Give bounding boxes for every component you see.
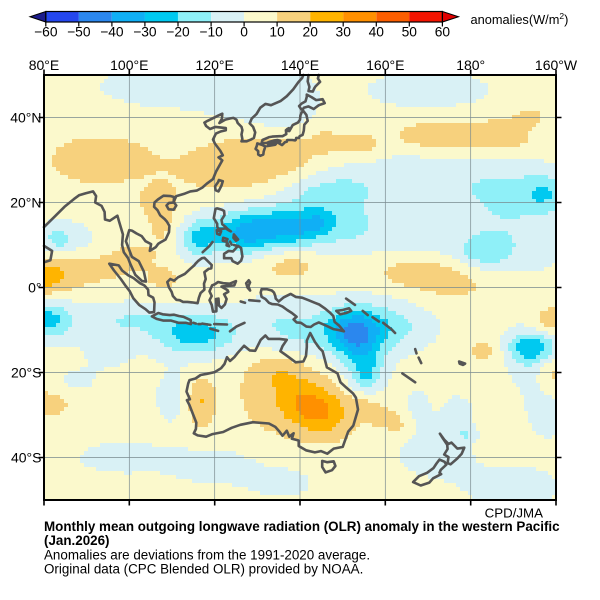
svg-text:100°E: 100°E <box>110 57 148 73</box>
svg-text:(Jan.2026): (Jan.2026) <box>44 533 110 548</box>
svg-text:10: 10 <box>269 25 285 40</box>
svg-text:40°N: 40°N <box>10 110 41 126</box>
svg-text:−10: −10 <box>199 25 223 40</box>
svg-text:40: 40 <box>369 25 385 40</box>
svg-text:160°E: 160°E <box>366 57 404 73</box>
svg-text:160°W: 160°W <box>535 57 578 73</box>
svg-text:−30: −30 <box>133 25 157 40</box>
svg-text:20°S: 20°S <box>11 365 42 381</box>
svg-text:20°N: 20°N <box>10 195 41 211</box>
svg-text:Monthly mean outgoing longwave: Monthly mean outgoing longwave radiation… <box>44 519 560 534</box>
svg-text:−20: −20 <box>166 25 190 40</box>
svg-text:−50: −50 <box>67 25 91 40</box>
svg-text:60: 60 <box>435 25 451 40</box>
svg-text:30: 30 <box>336 25 352 40</box>
svg-text:120°E: 120°E <box>196 57 234 73</box>
svg-text:80°E: 80°E <box>29 57 60 73</box>
svg-text:20: 20 <box>303 25 319 40</box>
svg-text:−60: −60 <box>34 25 58 40</box>
svg-text:CPD/JMA: CPD/JMA <box>485 506 543 521</box>
svg-text:0°: 0° <box>28 280 41 296</box>
svg-text:50: 50 <box>402 25 418 40</box>
svg-text:Anomalies are deviations from: Anomalies are deviations from the 1991-2… <box>44 547 370 562</box>
svg-text:0: 0 <box>240 25 248 40</box>
svg-text:−40: −40 <box>100 25 124 40</box>
svg-text:140°E: 140°E <box>281 57 319 73</box>
svg-text:anomalies(W/m2): anomalies(W/m2) <box>471 11 569 27</box>
svg-text:40°S: 40°S <box>11 450 42 466</box>
svg-text:180°: 180° <box>456 57 485 73</box>
svg-text:Original data (CPC Blended OLR: Original data (CPC Blended OLR) provided… <box>44 562 363 577</box>
